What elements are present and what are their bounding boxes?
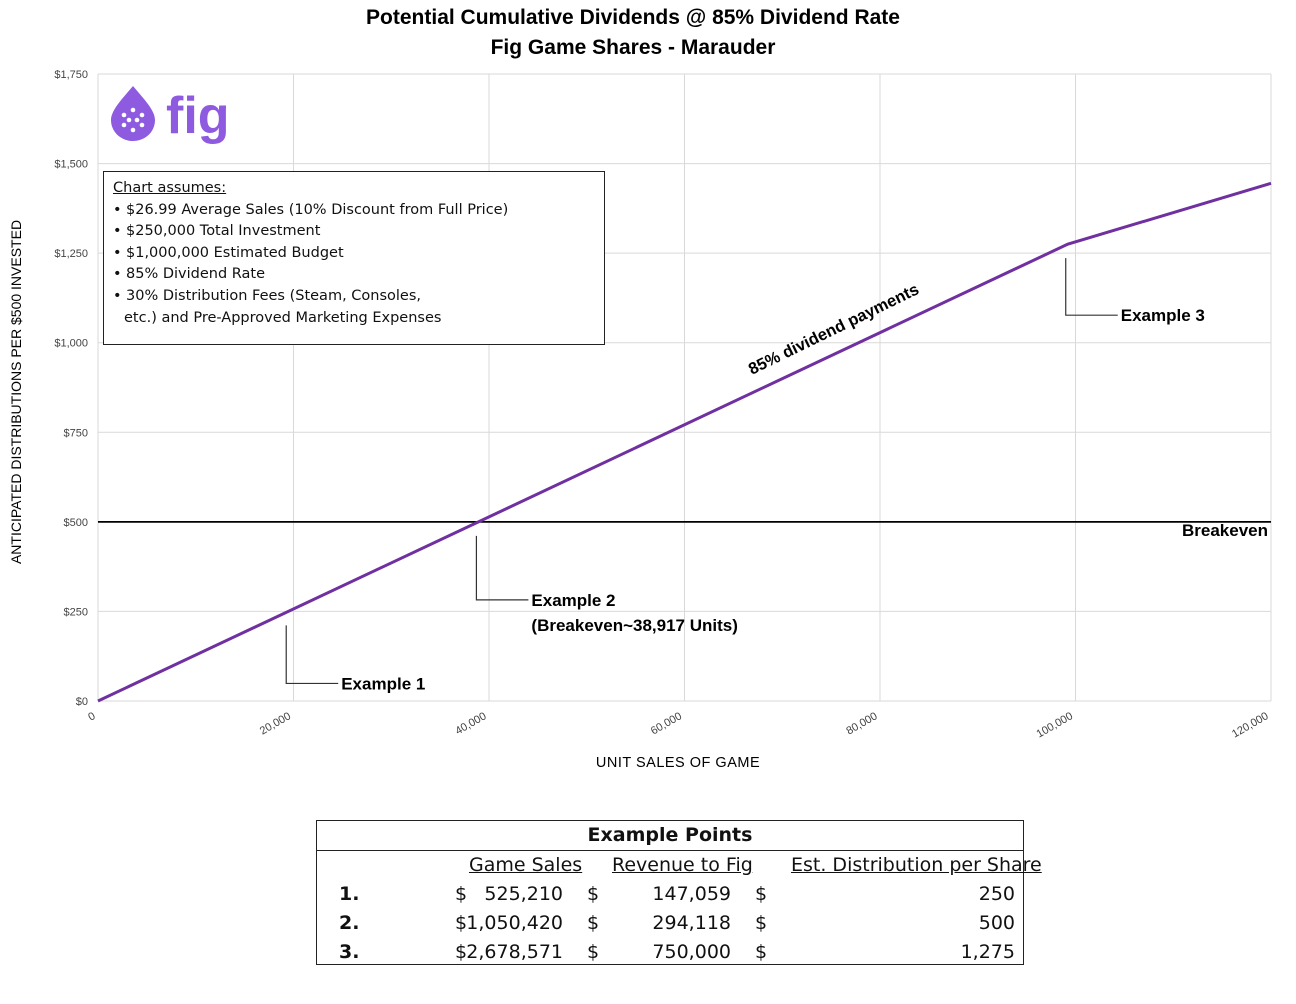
x-tick-label: 60,000 xyxy=(649,710,684,737)
example-points-table: Example Points Game Sales Revenue to Fig… xyxy=(316,820,1042,965)
y-axis-label: ANTICIPATED DISTRIBUTIONS PER $500 INVES… xyxy=(8,220,24,564)
gridlines xyxy=(97,73,1272,702)
assumptions-list: $26.99 Average Sales (10% Discount from … xyxy=(113,200,595,308)
row-1-dist-currency: $ xyxy=(755,883,768,905)
row-3-number: 3. xyxy=(339,941,360,963)
row-1-revenue-currency: $ xyxy=(587,883,600,905)
chart-title: Potential Cumulative Dividends @ 85% Div… xyxy=(366,6,900,29)
assumption-item-continued: etc.) and Pre-Approved Marketing Expense… xyxy=(124,309,442,326)
row-1-sales-currency: $ xyxy=(455,883,468,905)
row-2-sales: 1,050,420 xyxy=(466,912,563,934)
fig-drop-icon: fig xyxy=(111,86,230,145)
y-tick-label: $500 xyxy=(64,517,88,529)
row-3-dist-currency: $ xyxy=(755,941,768,963)
x-tick-label: 20,000 xyxy=(258,710,293,737)
x-axis-label: UNIT SALES OF GAME xyxy=(596,755,760,771)
row-3-sales-currency: $ xyxy=(455,941,468,963)
y-tick-label: $1,250 xyxy=(54,248,88,260)
header-revenue-to-fig: Revenue to Fig xyxy=(612,854,753,876)
row-3-revenue-currency: $ xyxy=(587,941,600,963)
annotation-leader xyxy=(285,625,339,685)
assumptions-heading: Chart assumes: xyxy=(113,180,227,196)
assumption-item: 30% Distribution Fees (Steam, Consoles, xyxy=(113,286,595,308)
table-title: Example Points xyxy=(587,824,753,846)
annotation-label: Example 2 xyxy=(531,591,615,610)
assumptions-box: Chart assumes: $26.99 Average Sales (10%… xyxy=(103,171,605,345)
y-tick-label: $750 xyxy=(64,427,88,439)
header-game-sales: Game Sales xyxy=(469,854,583,876)
row-2-dist-currency: $ xyxy=(755,912,768,934)
row-1-number: 1. xyxy=(339,883,360,905)
row-1-revenue: 147,059 xyxy=(652,883,731,905)
table-divider xyxy=(317,850,1023,851)
row-2-number: 2. xyxy=(339,912,360,934)
fig-logo: fig xyxy=(110,84,230,146)
x-tick-label: 120,000 xyxy=(1230,710,1270,740)
chart-subtitle: Fig Game Shares - Marauder xyxy=(491,36,776,59)
assumption-item: $1,000,000 Estimated Budget xyxy=(113,243,595,265)
row-3-dist: 1,275 xyxy=(960,941,1015,963)
row-3-revenue: 750,000 xyxy=(652,941,731,963)
annotation-sublabel: (Breakeven~38,917 Units) xyxy=(531,616,737,635)
y-tick-label: $0 xyxy=(76,696,88,708)
row-2-revenue-currency: $ xyxy=(587,912,600,934)
assumption-item: $250,000 Total Investment xyxy=(113,221,595,243)
row-3-sales: 2,678,571 xyxy=(466,941,563,963)
series-label: 85% dividend payments xyxy=(746,280,922,378)
x-tick-label: 100,000 xyxy=(1035,710,1075,740)
y-tick-label: $1,750 xyxy=(54,69,88,81)
breakeven-label: Breakeven xyxy=(1182,521,1268,540)
series-line xyxy=(97,181,1272,703)
y-tick-label: $1,500 xyxy=(54,159,88,171)
assumption-item: 85% Dividend Rate xyxy=(113,264,595,286)
row-2-revenue: 294,118 xyxy=(652,912,731,934)
row-2-dist: 500 xyxy=(978,912,1015,934)
x-tick-label: 80,000 xyxy=(844,710,879,737)
row-1-sales: 525,210 xyxy=(484,883,563,905)
annotation-label: Example 3 xyxy=(1121,306,1205,325)
y-tick-label: $250 xyxy=(64,606,88,618)
header-est-distribution: Est. Distribution per Share xyxy=(791,854,1042,876)
annotation-leader xyxy=(475,535,529,601)
row-1-dist: 250 xyxy=(978,883,1015,905)
assumption-item: $26.99 Average Sales (10% Discount from … xyxy=(113,200,595,222)
x-tick-label: 0 xyxy=(86,710,97,723)
row-2-sales-currency: $ xyxy=(455,912,468,934)
annotation-label: Example 1 xyxy=(341,674,425,693)
fig-logo-text: fig xyxy=(166,87,230,145)
y-tick-label: $1,000 xyxy=(54,338,88,350)
x-tick-label: 40,000 xyxy=(453,710,488,737)
annotation-leader xyxy=(1065,258,1118,316)
